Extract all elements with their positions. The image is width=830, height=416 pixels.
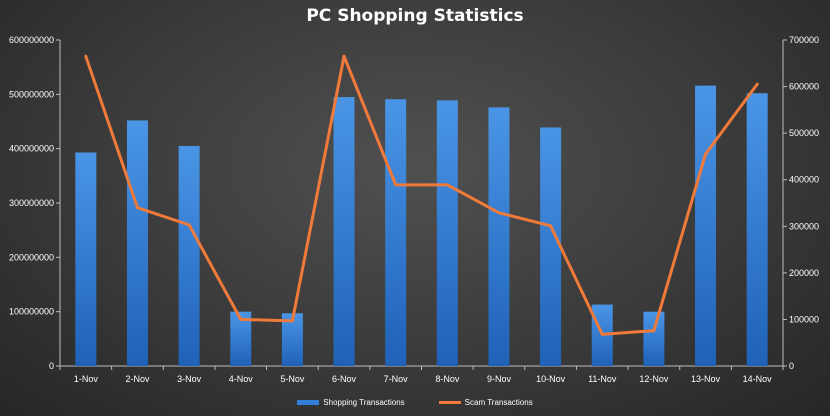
x-tick-label: 2-Nov — [125, 374, 150, 384]
bar-shopping-transactions — [281, 313, 303, 366]
legend-item-shopping: Shopping Transactions — [297, 398, 405, 407]
y-right-tick-label: 200000 — [789, 268, 819, 278]
x-tick-label: 14-Nov — [743, 374, 773, 384]
x-tick-label: 4-Nov — [229, 374, 254, 384]
point-scam-transactions — [239, 317, 243, 321]
y-left-tick-label: 600000000 — [9, 35, 54, 45]
point-scam-transactions — [600, 332, 604, 336]
legend-swatch-bar — [297, 400, 320, 405]
bar-shopping-transactions — [436, 100, 458, 366]
point-scam-transactions — [549, 224, 553, 228]
x-tick-label: 9-Nov — [487, 374, 512, 384]
y-right-tick-label: 100000 — [789, 314, 819, 324]
x-tick-label: 3-Nov — [177, 374, 202, 384]
chart-title: PC Shopping Statistics — [306, 6, 524, 26]
y-left-tick-label: 0 — [49, 361, 54, 371]
legend: Shopping Transactions Scam Transactions — [0, 398, 830, 407]
bar-shopping-transactions — [126, 120, 148, 366]
bar-shopping-transactions — [540, 127, 562, 366]
legend-swatch-line — [438, 401, 461, 404]
point-scam-transactions — [394, 183, 398, 187]
y-right-tick-label: 400000 — [789, 175, 819, 185]
y-left-tick-label: 200000000 — [9, 252, 54, 262]
bar-shopping-transactions — [746, 93, 768, 366]
bar-shopping-transactions — [333, 97, 355, 367]
point-scam-transactions — [290, 319, 294, 323]
bar-shopping-transactions — [75, 152, 97, 366]
y-right-tick-label: 600000 — [789, 82, 819, 92]
x-tick-label: 1-Nov — [74, 374, 99, 384]
y-left-tick-label: 500000000 — [9, 89, 54, 99]
bar-shopping-transactions — [230, 311, 252, 366]
x-tick-label: 10-Nov — [536, 374, 566, 384]
y-right-tick-label: 0 — [789, 361, 794, 371]
point-scam-transactions — [755, 82, 759, 86]
point-scam-transactions — [652, 329, 656, 333]
point-scam-transactions — [445, 183, 449, 187]
point-scam-transactions — [84, 54, 88, 58]
x-tick-label: 13-Nov — [691, 374, 721, 384]
point-scam-transactions — [704, 152, 708, 156]
x-tick-label: 7-Nov — [384, 374, 409, 384]
legend-label-shopping: Shopping Transactions — [323, 398, 405, 407]
bar-shopping-transactions — [178, 145, 200, 366]
y-right-tick-label: 500000 — [789, 128, 819, 138]
point-scam-transactions — [497, 211, 501, 215]
y-right-tick-label: 300000 — [789, 221, 819, 231]
bar-shopping-transactions — [385, 99, 407, 367]
y-left-tick-label: 400000000 — [9, 144, 54, 154]
x-tick-label: 12-Nov — [639, 374, 669, 384]
bar-shopping-transactions — [695, 85, 717, 366]
legend-item-scam: Scam Transactions — [438, 398, 533, 407]
bar-shopping-transactions — [488, 107, 510, 366]
bar-shopping-transactions — [643, 311, 665, 366]
point-scam-transactions — [342, 54, 346, 58]
line-scam-transactions — [84, 54, 759, 336]
x-tick-label: 5-Nov — [280, 374, 305, 384]
y-left-tick-label: 100000000 — [9, 307, 54, 317]
point-scam-transactions — [187, 223, 191, 227]
x-tick-label: 11-Nov — [588, 374, 617, 384]
point-scam-transactions — [135, 206, 139, 210]
legend-label-scam: Scam Transactions — [464, 398, 533, 407]
y-right-tick-label: 700000 — [789, 35, 819, 45]
y-left-tick-label: 300000000 — [9, 198, 54, 208]
x-tick-label: 8-Nov — [435, 374, 460, 384]
x-tick-label: 6-Nov — [332, 374, 357, 384]
